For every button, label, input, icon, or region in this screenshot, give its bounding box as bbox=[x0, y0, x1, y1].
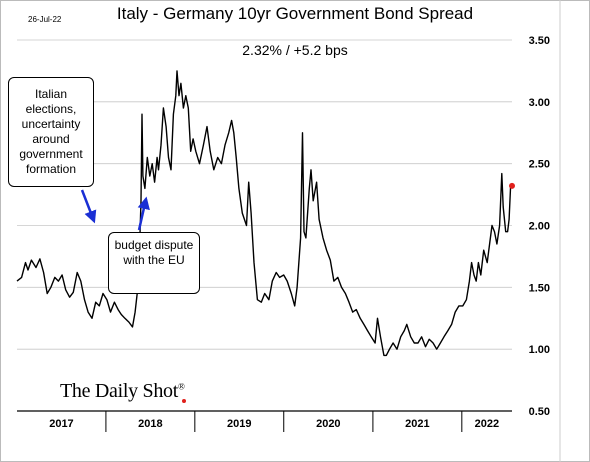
y-tick-label: 1.50 bbox=[529, 282, 550, 294]
x-tick-label: 2017 bbox=[49, 418, 73, 430]
y-tick-label: 2.50 bbox=[529, 159, 550, 171]
logo-text: The Daily Shot bbox=[60, 380, 179, 402]
x-tick-label: 2022 bbox=[475, 418, 499, 430]
x-tick-label: 2020 bbox=[316, 418, 340, 430]
chart-subtitle: 2.32% / +5.2 bps bbox=[242, 42, 348, 58]
y-tick-label: 3.50 bbox=[529, 35, 550, 47]
x-tick-label: 2019 bbox=[227, 418, 251, 430]
chart-title: Italy - Germany 10yr Government Bond Spr… bbox=[116, 4, 474, 23]
y-tick-label: 3.00 bbox=[529, 97, 550, 109]
arrow-budget bbox=[137, 196, 150, 231]
annotation-elections: Italian elections, uncertainty around go… bbox=[8, 77, 94, 187]
chart-date: 26-Jul-22 bbox=[28, 15, 62, 24]
logo: The Daily Shot® bbox=[60, 380, 185, 403]
logo-reg: ® bbox=[178, 381, 185, 392]
y-tick-label: 2.00 bbox=[529, 221, 550, 233]
annotation-budget: budget dispute with the EU bbox=[108, 232, 200, 294]
y-tick-label: 0.50 bbox=[529, 406, 550, 418]
last-point-marker bbox=[509, 182, 515, 189]
logo-dot bbox=[182, 399, 186, 403]
arrow-elections bbox=[80, 189, 97, 224]
x-tick-label: 2021 bbox=[405, 418, 429, 430]
x-tick-label: 2018 bbox=[138, 418, 162, 430]
y-tick-label: 1.00 bbox=[529, 344, 550, 356]
series-line bbox=[16, 70, 513, 357]
